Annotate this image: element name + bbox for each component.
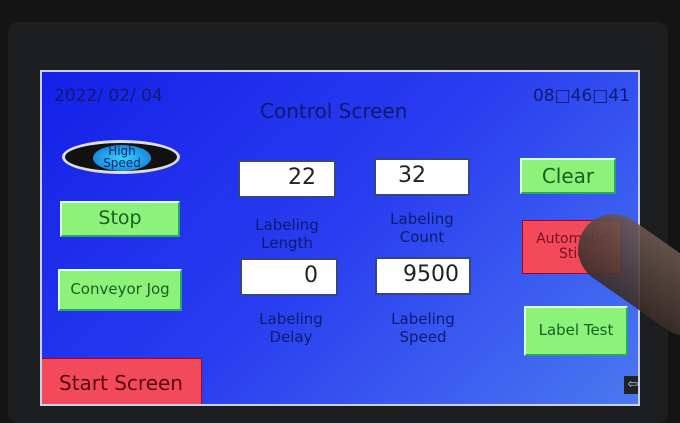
page-title: Control Screen (260, 99, 408, 123)
label-test-button[interactable]: Label Test (524, 306, 628, 356)
start-screen-button[interactable]: Start Screen (42, 358, 202, 404)
time-display: 08□46□41 (532, 86, 630, 106)
clear-button[interactable]: Clear (520, 158, 616, 194)
conveyor-jog-button[interactable]: Conveyor Jog (58, 269, 182, 311)
labeling-delay-field[interactable]: 0 (240, 258, 338, 296)
high-speed-label: High Speed (93, 145, 151, 171)
stop-button[interactable]: Stop (60, 201, 180, 237)
labeling-count-label: Labeling Count (390, 210, 454, 246)
labeling-length-label: Labeling Length (255, 216, 319, 252)
labeling-speed-label: Labeling Speed (391, 310, 455, 346)
labeling-delay-label: Labeling Delay (259, 310, 323, 346)
labeling-speed-field[interactable]: 9500 (375, 257, 471, 295)
labeling-count-field[interactable]: 32 (374, 158, 470, 196)
back-arrow-icon[interactable]: ⇦ (624, 376, 638, 394)
date-display: 2022/ 02/ 04 (54, 86, 163, 106)
high-speed-toggle[interactable]: High Speed (62, 140, 180, 174)
control-screen: 2022/ 02/ 04 08□46□41 Control Screen Hig… (40, 70, 640, 406)
labeling-length-field[interactable]: 22 (238, 160, 336, 198)
